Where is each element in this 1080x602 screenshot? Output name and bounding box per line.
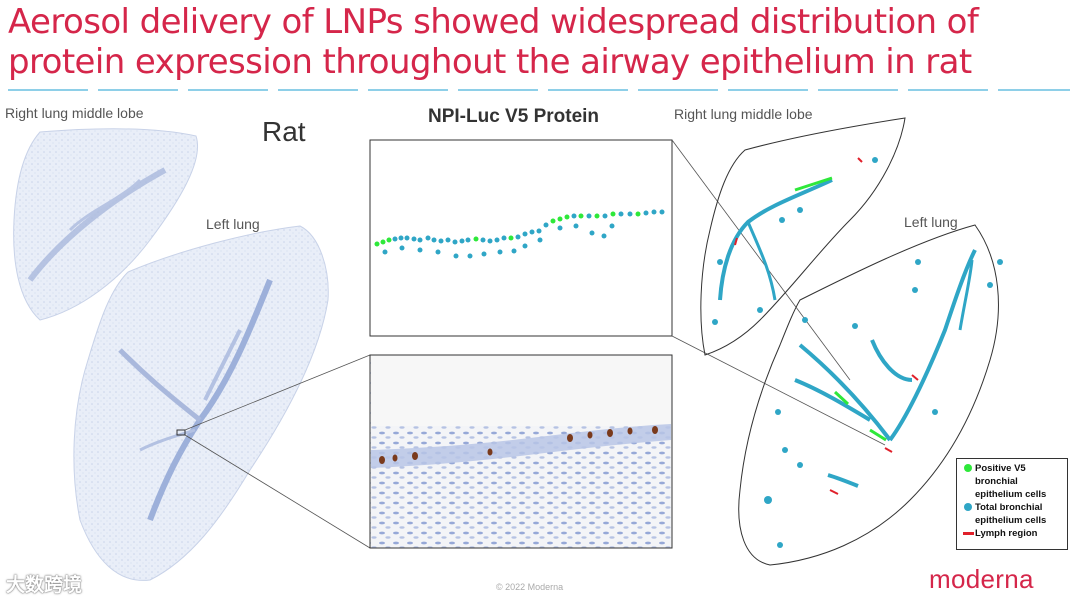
positive-dot-icon [964,464,972,472]
panel-title: NPI-Luc V5 Protein [428,106,600,127]
label-left-lung-left: Left lung [206,216,260,232]
title-divider [8,89,1070,91]
traced-cell-clusters [712,157,1003,548]
lymph-bar-icon [962,532,974,535]
legend-item-total: Total bronchial epithelium cells [961,501,1063,527]
legend-label: Total bronchial epithelium cells [975,502,1047,526]
legend-label: Lymph region [975,528,1038,539]
traced-left-lung [738,224,999,566]
ihc-micrograph [369,354,673,549]
label-left-lung-right: Left lung [904,214,958,230]
total-dot-icon [964,503,972,511]
slide-title: Aerosol delivery of LNPs showed widespre… [8,2,979,82]
histology-left-lung [73,225,329,581]
legend-item-positive: Positive V5 bronchial epithelium cells [961,462,1063,501]
label-right-middle-lobe-left: Right lung middle lobe [5,105,144,121]
species-label: Rat [262,116,306,147]
histology-right-middle-lobe [13,128,198,321]
copyright: © 2022 Moderna [496,582,564,592]
v5-protein-dot-panel [369,139,673,337]
dot-points [374,209,665,259]
watermark: 大数跨境 [6,575,83,596]
legend: Positive V5 bronchial epithelium cells T… [956,458,1068,550]
traced-right-middle-lobe [700,117,906,356]
legend-label: Positive V5 bronchial epithelium cells [975,463,1047,500]
legend-item-lymph: Lymph region [961,527,1063,540]
moderna-logo: moderna [929,564,1034,594]
label-right-middle-lobe-right: Right lung middle lobe [674,106,813,122]
